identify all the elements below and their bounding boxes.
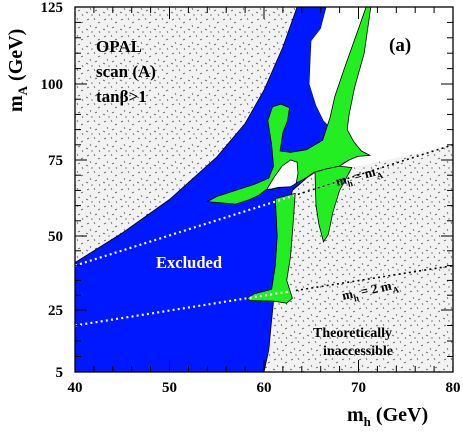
experiment-label: OPAL bbox=[96, 37, 142, 56]
x-axis-ticks: 40 50 60 70 80 bbox=[68, 7, 461, 396]
y-tick-label: 5 bbox=[56, 365, 64, 381]
y-tick-label: 100 bbox=[41, 77, 64, 93]
mh-equals-ma-line bbox=[75, 143, 453, 267]
x-tick-label: 40 bbox=[68, 380, 83, 396]
theoretically-inaccessible-lower-region bbox=[264, 144, 453, 372]
y-tick-label: 125 bbox=[41, 0, 64, 16]
tanbeta-label: tanβ>1 bbox=[96, 87, 147, 106]
inaccessible-label-line1: Theoretically bbox=[313, 326, 392, 341]
y-tick-label: 50 bbox=[48, 229, 63, 245]
y-axis-ticks: 5 25 50 75 100 125 bbox=[41, 0, 453, 381]
theoretically-inaccessible-upper-region bbox=[75, 7, 298, 263]
x-tick-label: 60 bbox=[257, 380, 272, 396]
mh-equals-ma-label: mh = mA bbox=[334, 162, 385, 192]
x-axis-title: mh (GeV) bbox=[347, 404, 428, 429]
x-tick-label: 80 bbox=[446, 380, 461, 396]
y-tick-label: 25 bbox=[48, 303, 63, 319]
x-tick-label: 50 bbox=[162, 380, 177, 396]
mh-equals-2ma-label: mh = 2 mA bbox=[341, 276, 401, 306]
y-axis-title: mA (GeV) bbox=[5, 29, 30, 112]
panel-label: (a) bbox=[389, 35, 411, 56]
y-tick-label: 75 bbox=[48, 153, 63, 169]
allowed-pocket bbox=[266, 159, 299, 190]
scan-label: scan (A) bbox=[96, 62, 156, 81]
excluded-label: Excluded bbox=[156, 253, 222, 272]
expected-band-lower bbox=[246, 192, 296, 304]
x-tick-label: 70 bbox=[351, 380, 366, 396]
inaccessible-label-line2: inaccessible bbox=[323, 344, 393, 359]
mh-equals-2ma-line-dark bbox=[294, 264, 453, 292]
